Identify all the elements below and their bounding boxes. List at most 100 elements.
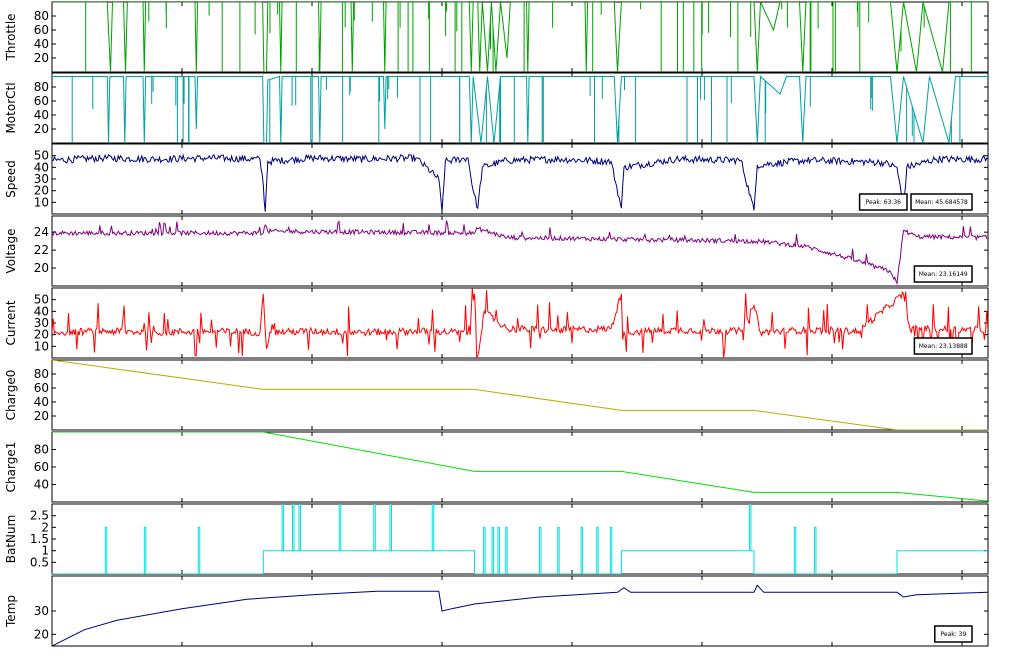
ytick-label: 80 — [34, 9, 49, 23]
ytick-label: 60 — [34, 381, 49, 395]
annotation-box — [913, 265, 973, 283]
ytick-label: 2.5 — [30, 509, 49, 523]
annotation-text: Peak: 63.36 — [866, 199, 902, 206]
series-throttle — [52, 2, 988, 72]
annotation-text: Peak: 39 — [940, 631, 966, 638]
panel-frame — [51, 143, 989, 215]
batnum-spike — [298, 504, 301, 551]
ylabel-charge1: Charge1 — [4, 442, 18, 493]
ytick-label: 20 — [34, 409, 49, 423]
panel-frame — [51, 72, 989, 144]
ytick-label: 20 — [34, 627, 49, 641]
batnum-spike — [539, 526, 542, 574]
batnum-spike — [431, 504, 435, 551]
ytick-label: 80 — [34, 443, 49, 457]
ytick-label: 20 — [34, 184, 49, 198]
ylabel-current: Current — [4, 300, 18, 345]
ytick-label: 20 — [34, 328, 49, 342]
batnum-spike — [793, 526, 797, 574]
batnum-spike — [497, 526, 500, 574]
annotation-text: Mean: 23.16149 — [919, 271, 968, 278]
ylabel-speed: Speed — [4, 160, 18, 198]
series-charge0 — [52, 360, 988, 430]
batnum-spike — [373, 504, 376, 551]
ytick-label: 30 — [34, 316, 49, 330]
ytick-label: 1.5 — [30, 532, 49, 546]
ytick-label: 10 — [34, 195, 49, 209]
ytick-label: 30 — [34, 604, 49, 618]
batnum-spike — [596, 526, 599, 574]
ytick-label: 50 — [34, 149, 49, 163]
batnum-spike — [483, 526, 486, 574]
series-batnum — [52, 550, 988, 574]
batnum-spike — [389, 504, 392, 551]
annotation-text: Mean: 45.684578 — [915, 199, 968, 206]
ylabel-charge0: Charge0 — [4, 370, 18, 421]
ytick-label: 30 — [34, 172, 49, 186]
panel-frame — [51, 1, 989, 73]
batnum-spike — [104, 526, 108, 574]
batnum-spike — [292, 504, 295, 551]
series-charge1 — [52, 432, 988, 502]
ytick-label: 24 — [34, 225, 49, 239]
batnum-spike — [491, 526, 495, 574]
panel-charge1: 40 60 80 Charge1 — [4, 431, 989, 503]
ylabel-batnum: BatNum — [4, 515, 18, 564]
series-current — [52, 288, 988, 358]
panel-frame — [51, 215, 989, 287]
ytick-label: 60 — [34, 23, 49, 37]
series-motorctl-spikes — [71, 76, 961, 143]
ytick-label: 40 — [34, 304, 49, 318]
ylabel-temp: Temp — [4, 595, 18, 628]
annotation-box — [913, 337, 973, 355]
series-throttle-spikes — [85, 2, 972, 72]
ytick-label: 80 — [34, 367, 49, 381]
panel-frame — [51, 287, 989, 359]
ytick-label: 20 — [34, 122, 49, 136]
annotation-box — [910, 193, 973, 211]
ytick-label: 40 — [34, 395, 49, 409]
series-voltage — [52, 220, 988, 286]
panel-batnum: 0.511.522.5 BatNum — [4, 503, 989, 575]
panel-frame — [51, 431, 989, 503]
ytick-label: 22 — [34, 243, 49, 257]
panel-frame — [51, 575, 989, 647]
batnum-spike — [813, 526, 817, 574]
ytick-label: 0.5 — [30, 555, 49, 569]
ytick-label: 40 — [34, 478, 49, 492]
batnum-spike — [580, 526, 584, 574]
ytick-label: 40 — [34, 108, 49, 122]
panel-frame — [51, 503, 989, 575]
panel-voltage: 20 22 24 Voltage Mean: 23.16149 — [4, 215, 989, 287]
batnum-spike — [557, 526, 560, 574]
batnum-spike — [197, 526, 201, 574]
panel-frame — [51, 359, 989, 431]
ytick-label: 40 — [34, 160, 49, 174]
batnum-spike — [505, 526, 508, 574]
annotation-box — [934, 625, 973, 643]
batnum-spike — [143, 526, 147, 574]
batnum-spike — [338, 504, 342, 551]
ytick-label: 20 — [34, 51, 49, 65]
annotation-text: Mean: 23.13888 — [919, 343, 968, 350]
ytick-label: 60 — [34, 94, 49, 108]
ytick-label: 60 — [34, 460, 49, 474]
series-motorctl — [52, 75, 988, 143]
annotation-box — [858, 193, 908, 211]
batnum-spike — [748, 504, 752, 551]
series-temp — [52, 584, 988, 646]
batnum-spike — [281, 504, 285, 551]
panel-temp: 20 30 Temp Peak: 39 — [4, 575, 989, 647]
ytick-label: 2 — [41, 520, 49, 534]
ylabel-voltage: Voltage — [4, 228, 18, 273]
ylabel-throttle: Throttle — [4, 13, 18, 61]
ytick-label: 20 — [34, 261, 49, 275]
ytick-label: 10 — [34, 339, 49, 353]
